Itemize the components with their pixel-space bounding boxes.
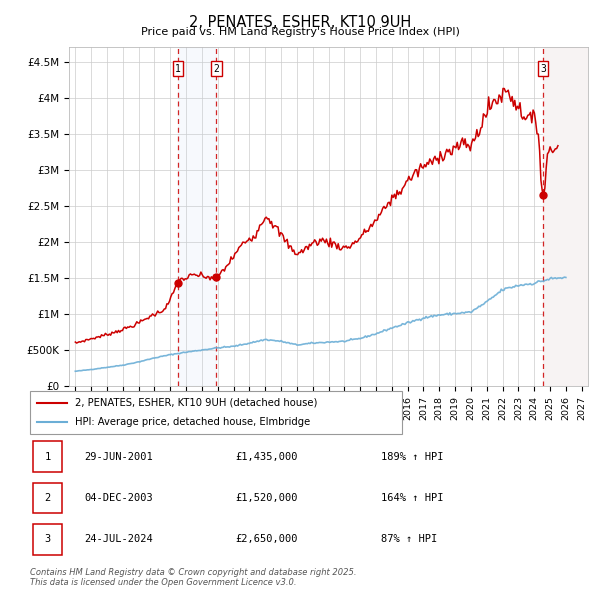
Text: 189% ↑ HPI: 189% ↑ HPI [381, 452, 443, 461]
Text: 2, PENATES, ESHER, KT10 9UH (detached house): 2, PENATES, ESHER, KT10 9UH (detached ho… [74, 398, 317, 408]
Text: 2: 2 [214, 64, 220, 74]
Text: 3: 3 [540, 64, 546, 74]
Text: 2, PENATES, ESHER, KT10 9UH: 2, PENATES, ESHER, KT10 9UH [189, 15, 411, 30]
Text: 29-JUN-2001: 29-JUN-2001 [84, 452, 153, 461]
Text: Price paid vs. HM Land Registry's House Price Index (HPI): Price paid vs. HM Land Registry's House … [140, 27, 460, 37]
Text: £1,520,000: £1,520,000 [235, 493, 298, 503]
Text: 24-JUL-2024: 24-JUL-2024 [84, 535, 153, 544]
FancyBboxPatch shape [30, 391, 402, 434]
Bar [543, 47, 588, 386]
Text: 1: 1 [175, 64, 181, 74]
Text: 1: 1 [44, 452, 51, 461]
Text: £1,435,000: £1,435,000 [235, 452, 298, 461]
FancyBboxPatch shape [33, 524, 62, 555]
Text: Contains HM Land Registry data © Crown copyright and database right 2025.
This d: Contains HM Land Registry data © Crown c… [30, 568, 356, 587]
Text: 164% ↑ HPI: 164% ↑ HPI [381, 493, 443, 503]
Bar [178, 47, 217, 386]
Text: 3: 3 [44, 535, 51, 544]
Text: HPI: Average price, detached house, Elmbridge: HPI: Average price, detached house, Elmb… [74, 417, 310, 427]
Text: 04-DEC-2003: 04-DEC-2003 [84, 493, 153, 503]
Text: 87% ↑ HPI: 87% ↑ HPI [381, 535, 437, 544]
FancyBboxPatch shape [33, 483, 62, 513]
Bar [543, 47, 588, 386]
Text: 2: 2 [44, 493, 51, 503]
FancyBboxPatch shape [33, 441, 62, 472]
Text: £2,650,000: £2,650,000 [235, 535, 298, 544]
